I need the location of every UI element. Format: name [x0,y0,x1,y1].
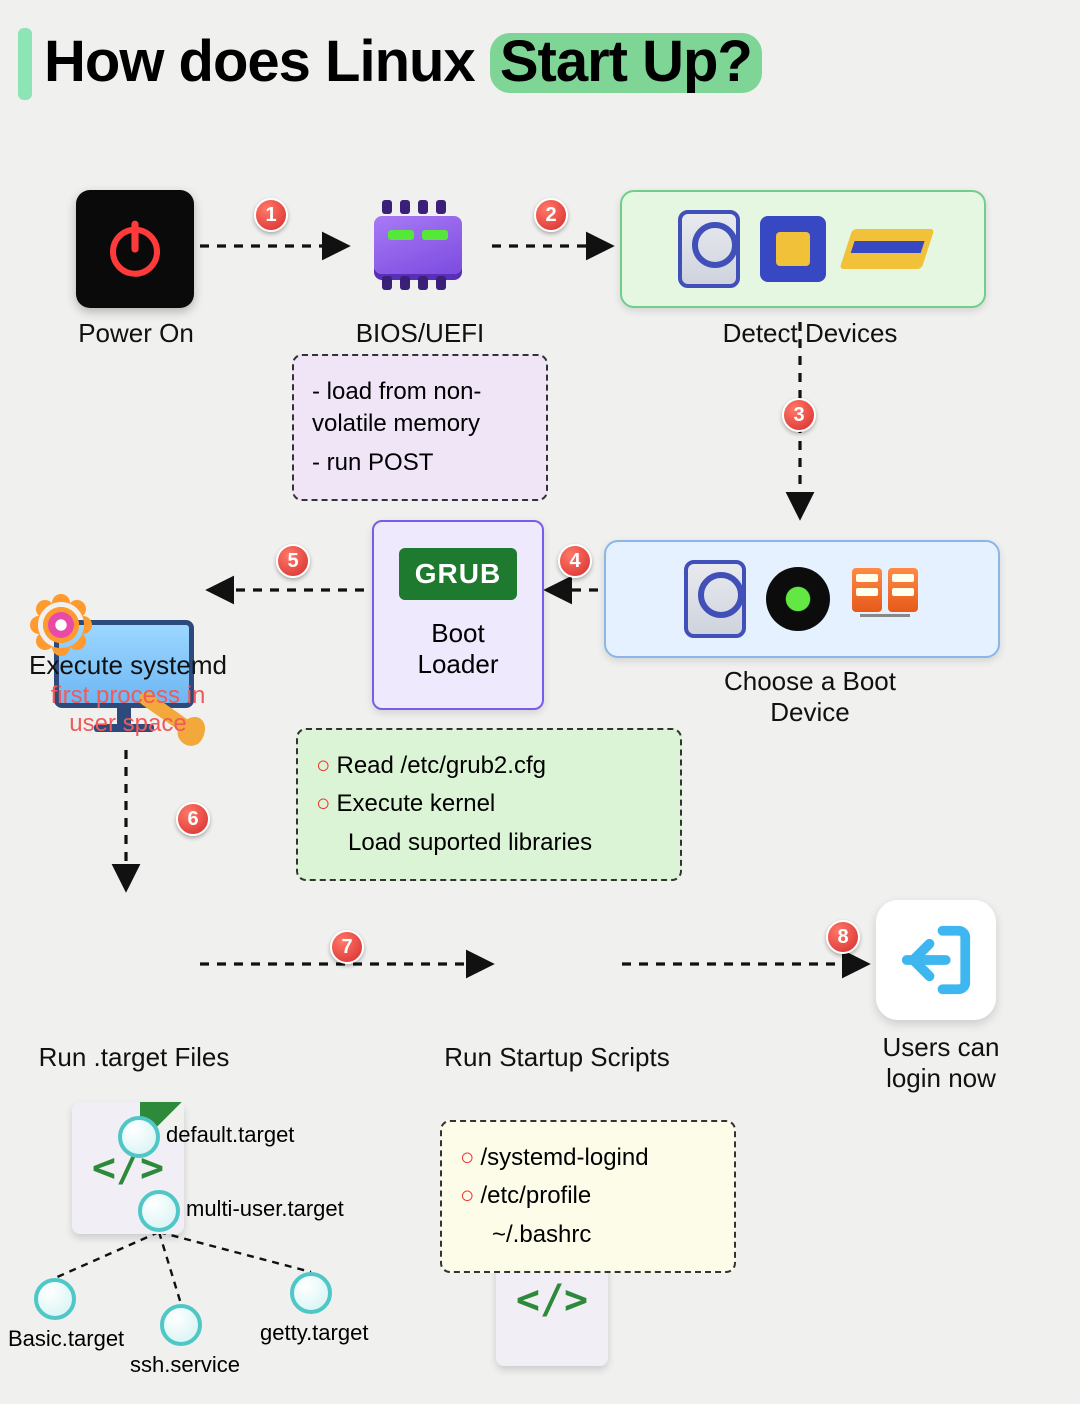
info-bios-line2: - run POST [312,447,528,479]
gear-icon [38,602,84,648]
target-node-getty [290,1272,332,1314]
hdd-icon [678,210,740,288]
label-detect-devices: Detect Devices [700,318,920,349]
info-scripts-row: ○/systemd-logind [460,1142,716,1174]
node-bios [358,200,478,290]
sublabel-systemd: first process in user space [18,682,238,738]
label-login: Users can login now [856,1032,1026,1094]
page-title: How does Linux Start Up? [44,28,762,95]
step-badge-7: 7 [330,930,364,964]
target-label-multi: multi-user.target [186,1196,344,1222]
target-label-default: default.target [166,1122,294,1148]
node-grub: GRUB Boot Loader [372,520,544,710]
step-badge-1: 1 [254,198,288,232]
info-bios: - load from non- volatile memory - run P… [292,354,548,501]
step-badge-5: 5 [276,544,310,578]
info-scripts-row: ○/etc/profile [460,1180,716,1212]
info-grub-row: Load suported libraries [316,827,662,859]
target-node-basic [34,1278,76,1320]
target-node-default [118,1116,160,1158]
info-grub: ○Read /etc/grub2.cfg ○Execute kernel Loa… [296,728,682,881]
motherboard-icon [760,216,826,282]
target-node-multi [138,1190,180,1232]
target-node-ssh [160,1304,202,1346]
label-choose-boot: Choose a Boot Device [700,666,920,728]
node-login [876,900,996,1020]
info-scripts: ○/systemd-logind ○/etc/profile ~/.bashrc [440,1120,736,1273]
accent-bar [18,28,32,100]
label-bios: BIOS/UEFI [340,318,500,349]
grub-sub: Boot Loader [418,618,499,680]
hdd-icon [684,560,746,638]
grub-tag: GRUB [399,548,517,600]
target-label-basic: Basic.target [8,1326,124,1352]
server-icon [850,564,920,634]
node-detect-devices [620,190,986,308]
ram-icon [840,229,935,269]
info-bios-line1: - load from non- volatile memory [312,376,528,441]
step-badge-3: 3 [782,398,816,432]
info-grub-row: ○Execute kernel [316,788,662,820]
step-badge-2: 2 [534,198,568,232]
target-label-getty: getty.target [260,1320,368,1346]
node-power-on [76,190,194,308]
title-main: How does Linux [44,29,490,94]
title-highlight: Start Up? [490,33,762,93]
target-label-ssh: ssh.service [130,1352,240,1378]
label-power-on: Power On [56,318,216,349]
label-target-files: Run .target Files [24,1042,244,1073]
label-startup-scripts: Run Startup Scripts [432,1042,682,1073]
info-grub-row: ○Read /etc/grub2.cfg [316,750,662,782]
login-icon [897,921,975,999]
power-icon [76,190,194,308]
step-badge-8: 8 [826,920,860,954]
node-choose-boot-device [604,540,1000,658]
disc-icon [766,567,830,631]
chip-icon [374,216,462,274]
label-systemd: Execute systemd [18,650,238,681]
code-file-icon: </> [516,1277,588,1323]
step-badge-4: 4 [558,544,592,578]
step-badge-6: 6 [176,802,210,836]
info-scripts-row: ~/.bashrc [460,1219,716,1251]
